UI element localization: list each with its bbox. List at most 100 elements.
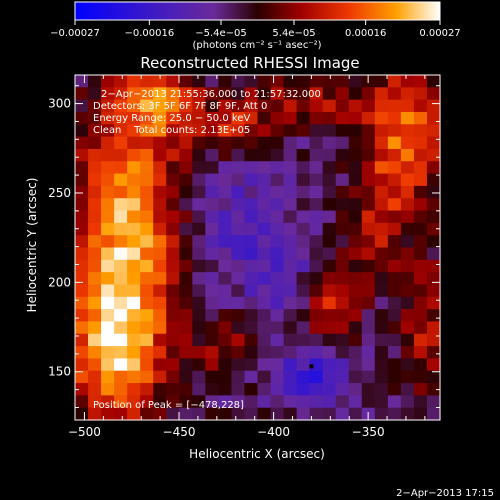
heatmap-cell xyxy=(231,136,246,150)
heatmap-cell xyxy=(140,272,154,286)
heatmap-cell xyxy=(283,161,298,175)
heatmap-cell xyxy=(426,161,441,175)
heatmap-cell xyxy=(127,136,141,150)
heatmap-cell xyxy=(244,148,259,162)
heatmap-cell xyxy=(361,272,376,286)
heatmap-cell xyxy=(374,136,389,150)
heatmap-cell xyxy=(387,346,402,359)
heatmap-cell xyxy=(88,358,102,372)
heatmap-cell xyxy=(114,185,128,199)
heatmap-cell xyxy=(335,235,350,249)
heatmap-cell xyxy=(192,136,206,150)
heatmap-cell xyxy=(335,111,350,125)
heatmap-cell xyxy=(413,136,428,150)
heatmap-cell xyxy=(153,346,167,359)
heatmap-cell xyxy=(426,173,441,187)
heatmap-cell xyxy=(179,407,193,421)
heatmap-cell xyxy=(127,321,141,335)
heatmap-cell xyxy=(322,173,337,187)
heatmap-cell xyxy=(426,87,441,101)
heatmap-cell xyxy=(244,111,259,125)
heatmap-cell xyxy=(413,185,428,199)
heatmap-cell xyxy=(192,296,206,310)
heatmap-cell xyxy=(426,407,441,421)
heatmap-cell xyxy=(179,370,193,384)
heatmap-cell xyxy=(218,284,233,298)
heatmap-cell xyxy=(205,185,219,199)
heatmap-cell xyxy=(218,161,233,175)
heatmap-cell xyxy=(231,333,246,347)
heatmap-cell xyxy=(361,198,376,212)
heatmap-cell xyxy=(166,247,180,261)
heatmap-cell xyxy=(400,296,415,310)
heatmap-cell xyxy=(348,136,363,150)
heatmap-cell xyxy=(101,296,115,310)
heatmap-cell xyxy=(270,222,285,236)
heatmap-cell xyxy=(101,185,115,199)
heatmap-cell xyxy=(75,358,89,372)
heatmap-cell xyxy=(75,87,89,101)
heatmap-cell xyxy=(387,99,402,113)
heatmap-cell xyxy=(166,309,180,323)
heatmap-cell xyxy=(348,395,363,409)
heatmap-cell xyxy=(231,222,246,236)
heatmap-cell xyxy=(322,296,337,310)
heatmap-cell xyxy=(270,296,285,310)
heatmap-cell xyxy=(127,87,141,101)
y-tick-label: 300 xyxy=(48,97,71,111)
heatmap-cell xyxy=(335,395,350,409)
heatmap-cell xyxy=(127,259,141,273)
heatmap-cell xyxy=(205,148,219,162)
x-tick-label: −350 xyxy=(352,425,385,439)
heatmap-cell xyxy=(218,358,233,372)
heatmap-cell xyxy=(426,210,441,224)
heatmap-cell xyxy=(374,235,389,249)
heatmap-cell xyxy=(88,272,102,286)
heatmap-cell xyxy=(361,185,376,199)
heatmap-cell xyxy=(374,309,389,323)
heatmap-cell xyxy=(244,284,259,298)
heatmap-cell xyxy=(244,75,259,88)
heatmap-cell xyxy=(270,259,285,273)
heatmap-cell xyxy=(413,148,428,162)
heatmap-cell xyxy=(426,272,441,286)
heatmap-cell xyxy=(426,124,441,138)
heatmap-cell xyxy=(361,284,376,298)
heatmap-cell xyxy=(387,161,402,175)
heatmap-cell xyxy=(309,235,324,249)
heatmap-cell xyxy=(166,333,180,347)
heatmap-cell xyxy=(101,259,115,273)
heatmap-cell xyxy=(296,370,311,384)
heatmap-cell xyxy=(75,309,89,323)
heatmap-cell xyxy=(244,395,259,409)
heatmap-cell xyxy=(114,87,128,101)
heatmap-cell xyxy=(309,148,324,162)
heatmap-cell xyxy=(127,309,141,323)
heatmap-cell xyxy=(309,247,324,261)
heatmap-cell xyxy=(270,309,285,323)
heatmap-cell xyxy=(166,370,180,384)
heatmap-cell xyxy=(153,99,167,113)
heatmap-cell xyxy=(75,173,89,187)
heatmap-cell xyxy=(335,99,350,113)
heatmap-cell xyxy=(309,407,324,421)
heatmap-cell xyxy=(322,235,337,249)
heatmap-cell xyxy=(400,210,415,224)
heatmap-cell xyxy=(166,272,180,286)
heatmap-cell xyxy=(296,383,311,396)
heatmap-cell xyxy=(270,124,285,138)
heatmap-cell xyxy=(322,272,337,286)
heatmap-cell xyxy=(75,284,89,298)
heatmap-cell xyxy=(270,198,285,212)
heatmap-cell xyxy=(283,296,298,310)
heatmap-cell xyxy=(179,235,193,249)
heatmap-cell xyxy=(400,395,415,409)
heatmap-cell xyxy=(88,309,102,323)
heatmap-cell xyxy=(88,99,102,113)
heatmap-cell xyxy=(166,99,180,113)
heatmap-cell xyxy=(270,284,285,298)
heatmap-cell xyxy=(218,346,233,359)
heatmap-cell xyxy=(309,222,324,236)
heatmap-cell xyxy=(257,75,272,88)
